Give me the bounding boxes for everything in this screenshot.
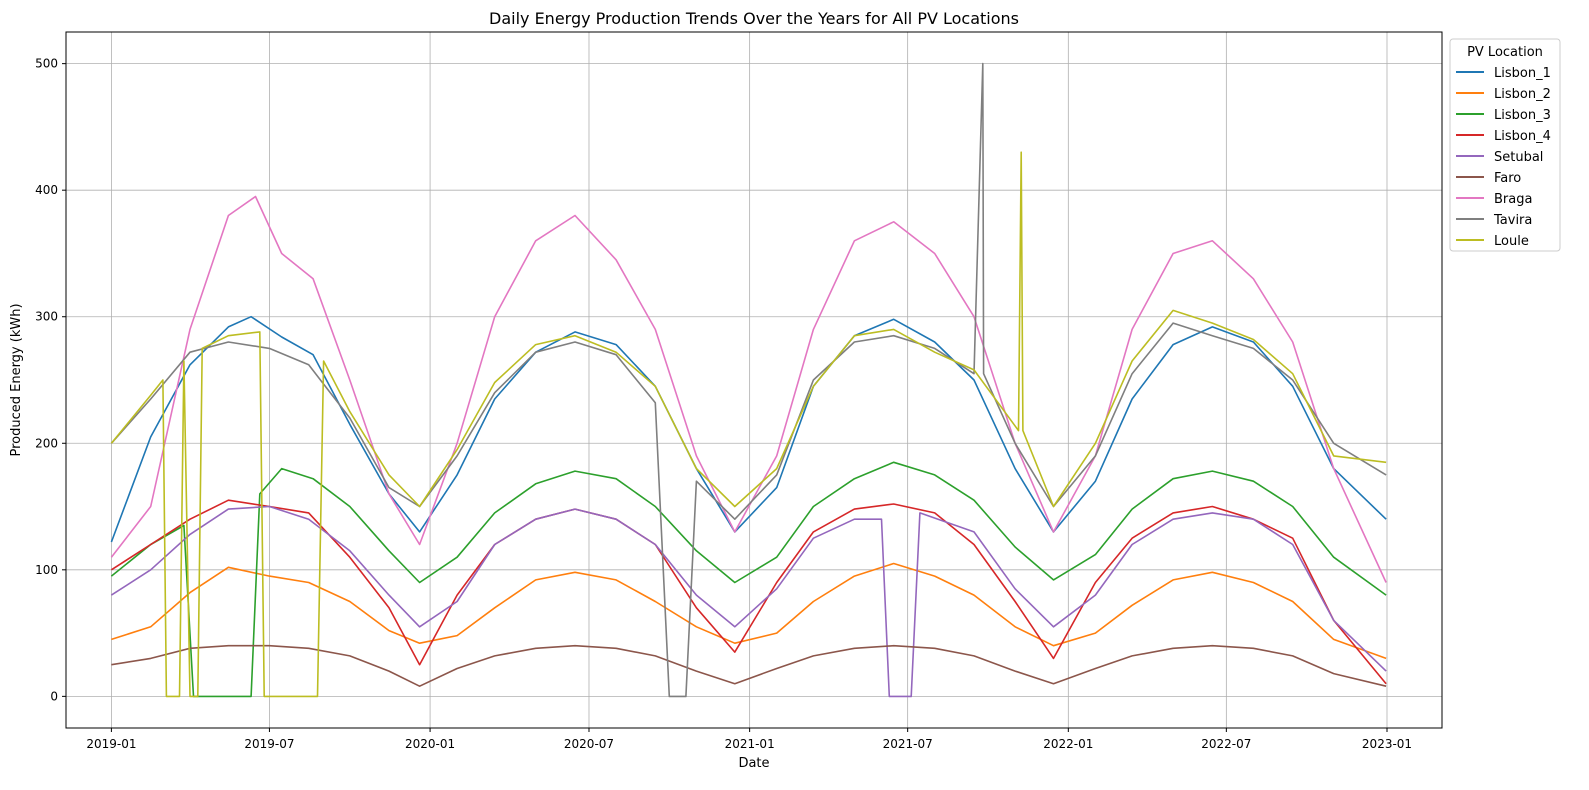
x-tick-label: 2020-07 — [564, 737, 614, 751]
x-tick-label: 2020-01 — [405, 737, 455, 751]
legend-label-loule: Loule — [1494, 234, 1529, 249]
legend-label-lisbon-3: Lisbon_3 — [1494, 108, 1551, 123]
x-tick-label: 2021-07 — [883, 737, 933, 751]
y-tick-label: 300 — [35, 310, 58, 324]
x-tick-label: 2019-01 — [86, 737, 136, 751]
legend-label-lisbon-1: Lisbon_1 — [1494, 66, 1551, 81]
x-tick-label: 2023-01 — [1362, 737, 1412, 751]
legend-label-lisbon-4: Lisbon_4 — [1494, 129, 1551, 144]
legend-label-faro: Faro — [1494, 171, 1521, 186]
x-tick-label: 2022-01 — [1043, 737, 1093, 751]
legend-label-lisbon-2: Lisbon_2 — [1494, 87, 1551, 102]
x-tick-label: 2019-07 — [244, 737, 294, 751]
legend: PV Location Lisbon_1 Lisbon_2 Lisbon_3 Lisb… — [1450, 39, 1560, 251]
legend-label-tavira: Tavira — [1493, 213, 1532, 228]
legend-title: PV Location — [1467, 45, 1543, 60]
y-tick-label: 400 — [35, 183, 58, 197]
y-axis-label: Produced Energy (kWh) — [9, 303, 24, 456]
y-tick-label: 0 — [50, 689, 58, 703]
y-tick-label: 500 — [35, 57, 58, 71]
x-tick-label: 2022-07 — [1201, 737, 1251, 751]
x-axis-label: Date — [738, 756, 769, 771]
chart-title: Daily Energy Production Trends Over the … — [489, 9, 1019, 28]
x-tick-label: 2021-01 — [725, 737, 775, 751]
y-tick-label: 200 — [35, 436, 58, 450]
legend-label-setubal: Setubal — [1494, 150, 1543, 165]
y-tick-label: 100 — [35, 563, 58, 577]
legend-label-braga: Braga — [1494, 192, 1532, 207]
